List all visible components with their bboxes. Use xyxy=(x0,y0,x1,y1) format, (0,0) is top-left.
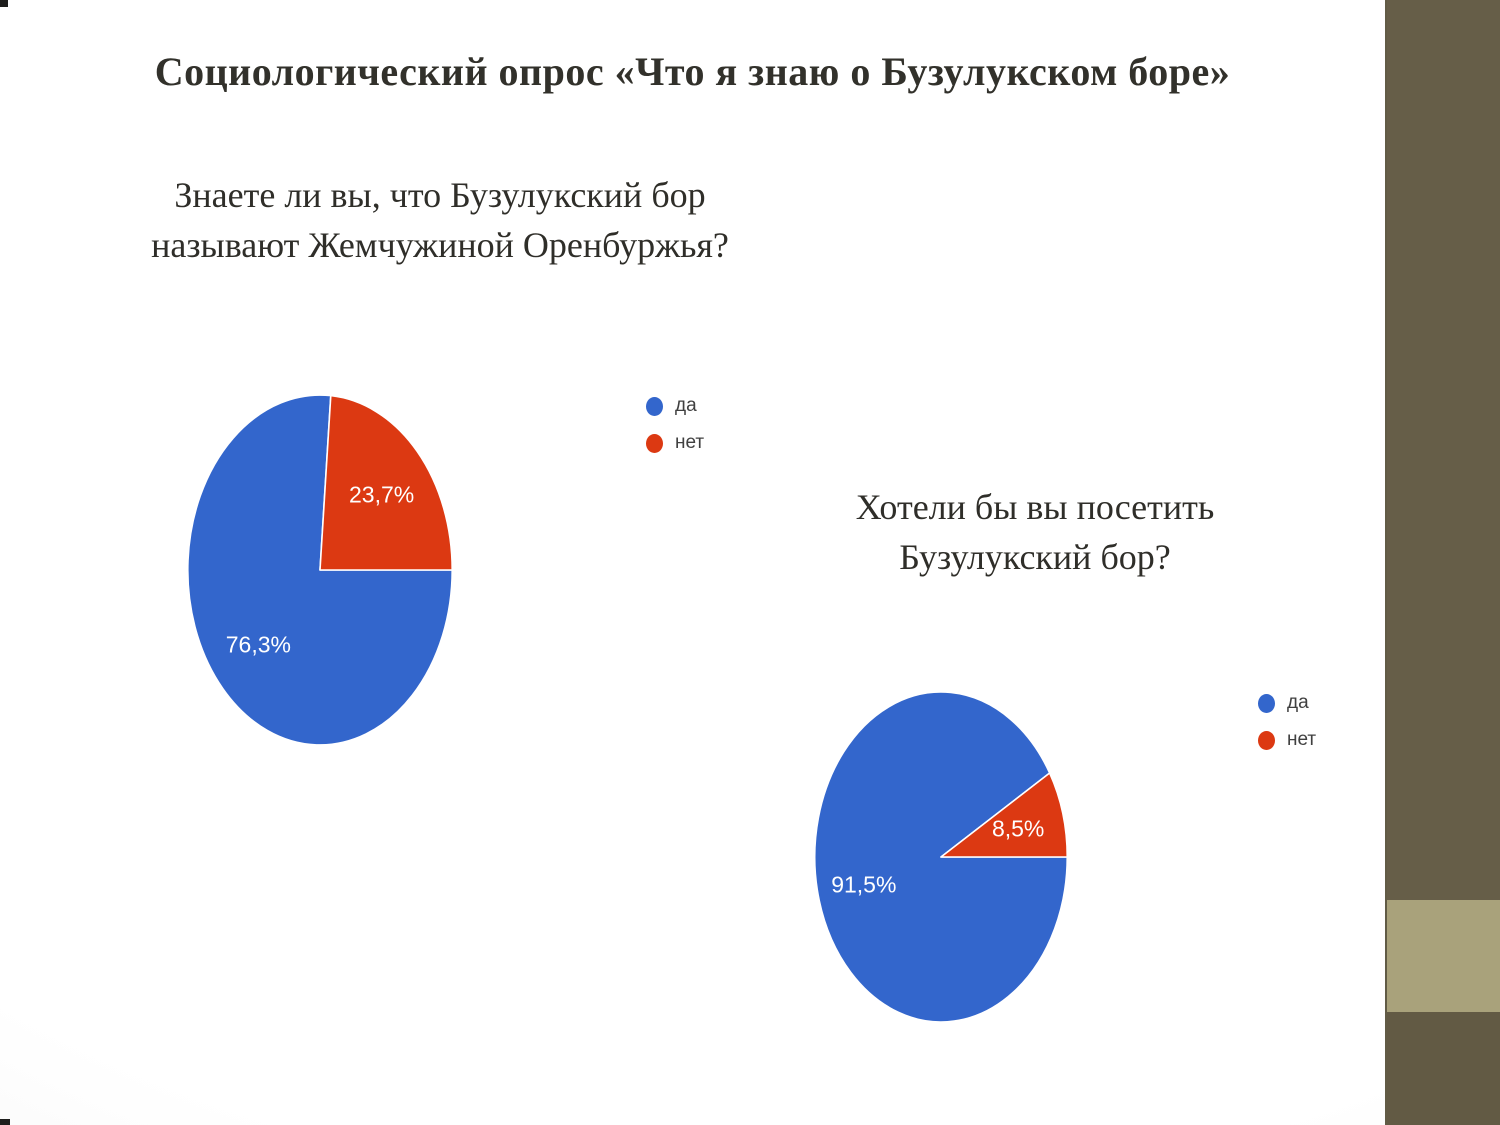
legend-2: да нет xyxy=(1258,692,1316,766)
legend-1-label-no: нет xyxy=(675,432,705,453)
legend-1-label-yes: да xyxy=(675,395,697,416)
legend-swatch-yes-icon xyxy=(1258,693,1275,713)
pie-chart-2: 91,5% 8,5% xyxy=(814,691,1068,1023)
legend-2-label-no: нет xyxy=(1287,729,1317,750)
pie-slice-нет xyxy=(319,394,453,571)
legend-2-item-no: нет xyxy=(1258,729,1316,751)
legend-1: да нет xyxy=(646,395,704,469)
legend-1-item-yes: да xyxy=(646,395,704,417)
legend-2-label-yes: да xyxy=(1287,692,1309,713)
sidebar-bottom-band xyxy=(1387,1012,1500,1125)
legend-2-item-yes: да xyxy=(1258,692,1316,714)
sidebar-decoration xyxy=(1385,0,1500,1125)
question-2-line2: Бузулукский бор? xyxy=(899,537,1171,577)
legend-1-item-no: нет xyxy=(646,432,704,454)
question-1-line1: Знаете ли вы, что Бузулукский бор xyxy=(174,175,706,215)
pie-value-label: 76,3% xyxy=(225,631,291,658)
corner-mark-bottom-left xyxy=(0,1119,10,1125)
pie-value-label: 23,7% xyxy=(349,481,415,508)
pie-value-label: 91,5% xyxy=(831,871,897,898)
question-2: Хотели бы вы посетить Бузулукский бор? xyxy=(815,482,1255,582)
slide-title: Социологический опрос «Что я знаю о Бузу… xyxy=(154,49,1231,94)
question-1-line2: называют Жемчужиной Оренбуржья? xyxy=(151,225,729,265)
legend-swatch-no-icon xyxy=(646,433,663,453)
pie-chart-1: 76,3% 23,7% xyxy=(187,394,453,746)
question-2-line1: Хотели бы вы посетить xyxy=(855,487,1215,527)
legend-swatch-yes-icon xyxy=(646,396,663,416)
corner-mark-top-left xyxy=(0,0,8,7)
question-1: Знаете ли вы, что Бузулукский бор называ… xyxy=(95,170,785,270)
legend-swatch-no-icon xyxy=(1258,730,1275,750)
pie-slice-нет xyxy=(940,772,1068,858)
sidebar-accent-square xyxy=(1387,900,1500,1012)
pie-value-label: 8,5% xyxy=(991,815,1045,842)
